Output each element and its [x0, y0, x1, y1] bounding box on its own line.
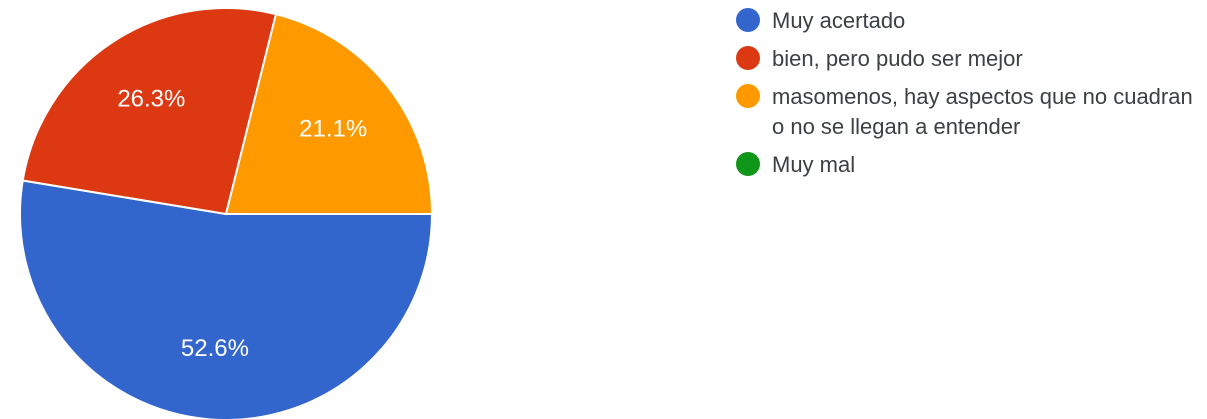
slice-label: 52.6%: [181, 335, 249, 362]
legend-label: masomenos, hay aspectos que no cuadran o…: [772, 84, 1193, 139]
legend-swatch: [736, 152, 760, 176]
pie-slices: [19, 7, 434, 419]
pie-slice[interactable]: [19, 179, 434, 419]
legend-item[interactable]: masomenos, hay aspectos que no cuadran o…: [736, 82, 1207, 142]
legend-item[interactable]: bien, pero pudo ser mejor: [736, 44, 1207, 74]
legend: Muy acertado bien, pero pudo ser mejor mas…: [736, 6, 1207, 188]
legend-item[interactable]: Muy acertado: [736, 6, 1207, 36]
legend-item[interactable]: Muy mal: [736, 150, 1207, 180]
slice-label: 26.3%: [117, 86, 185, 113]
slice-label: 21.1%: [299, 116, 367, 143]
legend-label: bien, pero pudo ser mejor: [772, 46, 1023, 71]
legend-swatch: [736, 84, 760, 108]
legend-label: Muy mal: [772, 152, 856, 177]
legend-swatch: [736, 8, 760, 32]
legend-label: Muy acertado: [772, 8, 906, 33]
pie-chart: 52.6% 26.3% 21.1%: [19, 7, 434, 419]
pie-slice[interactable]: [21, 7, 278, 216]
pie-labels: 52.6% 26.3% 21.1%: [117, 86, 367, 362]
pie-slice[interactable]: [224, 12, 434, 215]
legend-swatch: [736, 46, 760, 70]
